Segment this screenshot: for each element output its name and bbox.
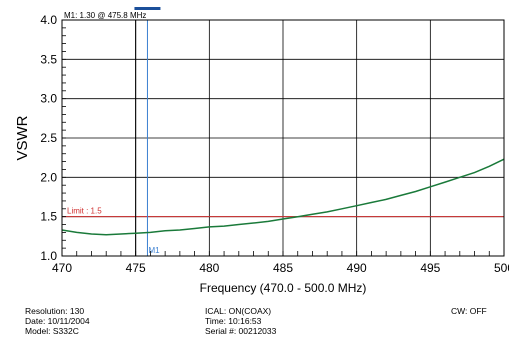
- x-tick-label: 500: [494, 261, 509, 275]
- ical-text: ICAL: ON(COAX): [205, 306, 272, 316]
- x-tick-label: 495: [420, 261, 440, 275]
- vswr-trace-line: [61, 158, 505, 236]
- time-text: Time: 10:16:53: [205, 316, 262, 326]
- y-tick-label: 1.5: [40, 210, 57, 224]
- resolution-text: Resolution: 130: [25, 306, 85, 316]
- x-tick-label: 480: [199, 261, 219, 275]
- x-axis-label: Frequency (470.0 - 500.0 MHz): [200, 281, 367, 295]
- x-tick-label: 490: [347, 261, 367, 275]
- y-tick-label: 2.5: [40, 131, 57, 145]
- footer-left-column: Resolution: 130 Date: 10/11/2004 Model: …: [25, 306, 90, 336]
- serial-text: Serial #: 00212033: [205, 326, 277, 336]
- footer-middle-column: ICAL: ON(COAX) Time: 10:16:53 Serial #: …: [205, 306, 276, 336]
- marker-readout: M1: 1.30 @ 475.8 MHz: [64, 11, 146, 20]
- x-tick-label: 470: [52, 261, 72, 275]
- limit-label: Limit : 1.5: [67, 207, 102, 216]
- cw-text: CW: OFF: [451, 306, 487, 316]
- marker-m1-label: M1: [148, 246, 160, 255]
- footer-right-column: CW: OFF: [451, 306, 487, 316]
- y-axis-label: VSWR: [14, 115, 31, 160]
- y-tick-label: 4.0: [40, 13, 57, 27]
- marker-m1-handle[interactable]: [134, 7, 161, 10]
- x-tick-label: 485: [273, 261, 293, 275]
- plot-frame: [61, 19, 505, 257]
- y-tick-label: 2.0: [40, 170, 57, 184]
- y-tick-label: 3.0: [40, 92, 57, 106]
- date-text: Date: 10/11/2004: [25, 316, 90, 326]
- x-tick-label: 475: [126, 261, 146, 275]
- y-tick-label: 1.0: [40, 249, 57, 263]
- model-text: Model: S332C: [25, 326, 79, 336]
- measurement-footer: Resolution: 130 Date: 10/11/2004 Model: …: [0, 306, 509, 343]
- y-tick-label: 3.5: [40, 52, 57, 66]
